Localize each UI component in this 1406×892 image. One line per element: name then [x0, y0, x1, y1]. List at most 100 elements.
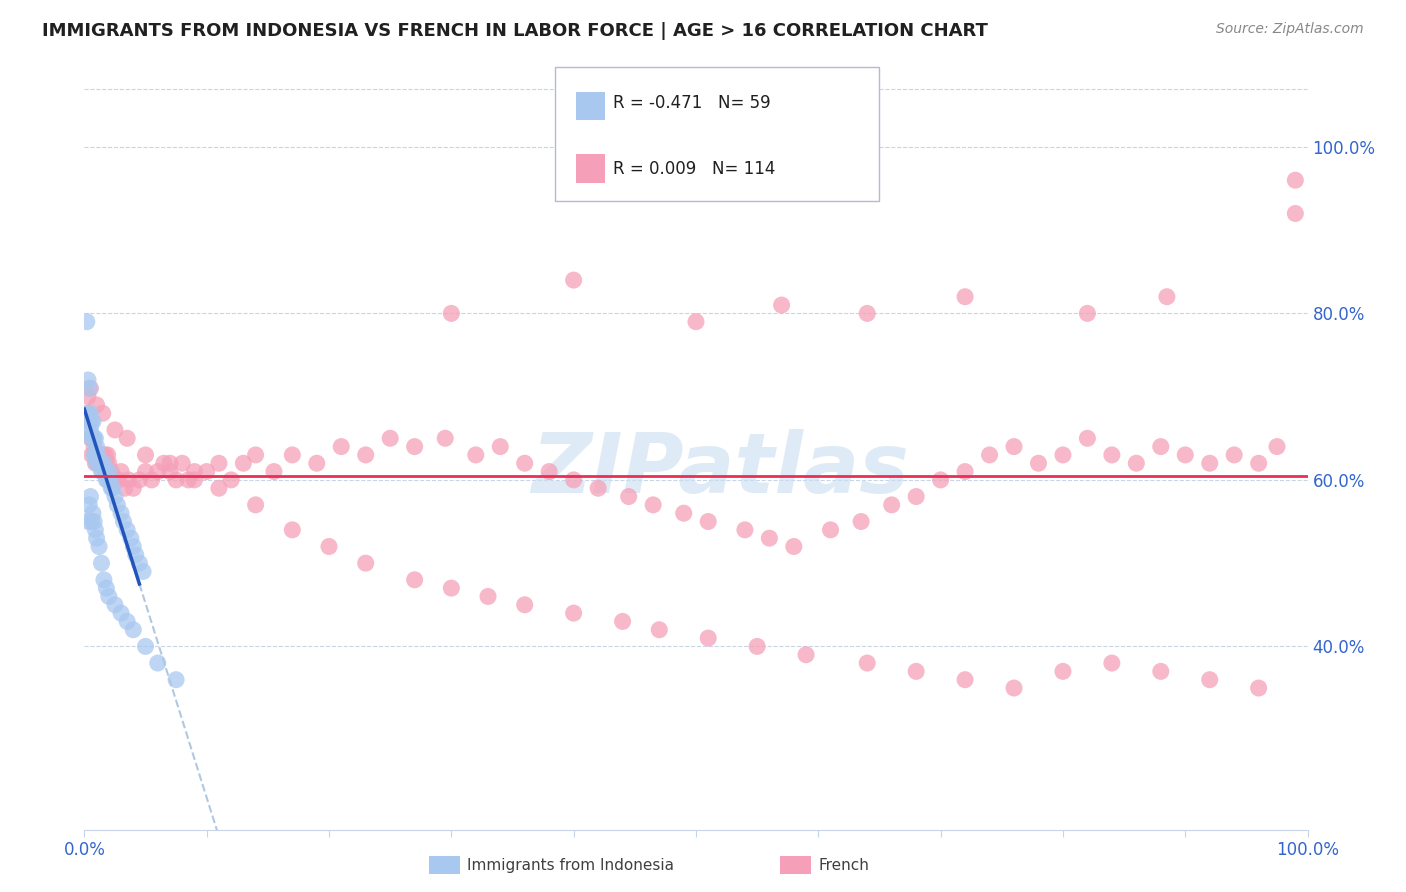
Point: [93, 456, 115, 470]
Point: [96, 581, 118, 595]
Point: [84, 448, 107, 462]
Point: [208, 481, 231, 495]
Point: [90, 465, 112, 479]
Point: [1052, 665, 1074, 679]
Point: [84, 523, 107, 537]
Text: French: French: [818, 858, 869, 872]
Point: [146, 465, 169, 479]
Point: [1265, 440, 1288, 454]
Point: [1156, 290, 1178, 304]
Point: [245, 448, 267, 462]
Point: [1247, 456, 1270, 470]
Point: [318, 540, 340, 554]
Point: [141, 473, 163, 487]
Point: [76, 406, 98, 420]
Point: [1125, 456, 1147, 470]
Point: [165, 473, 187, 487]
Point: [245, 498, 267, 512]
Point: [172, 456, 194, 470]
Point: [120, 531, 142, 545]
Point: [104, 473, 127, 487]
Point: [1174, 448, 1197, 462]
Point: [80, 431, 103, 445]
Point: [880, 498, 903, 512]
Point: [146, 656, 169, 670]
Point: [104, 423, 127, 437]
Point: [586, 481, 609, 495]
Point: [84, 431, 107, 445]
Point: [1198, 456, 1220, 470]
Point: [125, 548, 148, 562]
Point: [643, 498, 665, 512]
Point: [562, 606, 585, 620]
Point: [80, 515, 103, 529]
Point: [86, 531, 108, 545]
Point: [91, 465, 114, 479]
Point: [820, 523, 842, 537]
Point: [96, 456, 118, 470]
Point: [82, 431, 104, 445]
Point: [94, 448, 117, 462]
Point: [354, 556, 377, 570]
Point: [97, 465, 120, 479]
Point: [1101, 656, 1123, 670]
Point: [93, 573, 115, 587]
Point: [195, 465, 218, 479]
Point: [117, 473, 139, 487]
Point: [122, 540, 145, 554]
Point: [82, 415, 104, 429]
Point: [177, 473, 200, 487]
Point: [953, 290, 976, 304]
Point: [82, 506, 104, 520]
Point: [89, 456, 111, 470]
Point: [114, 481, 136, 495]
Point: [1002, 440, 1025, 454]
Point: [112, 515, 135, 529]
Point: [115, 615, 138, 629]
Point: [1150, 440, 1173, 454]
Point: [77, 381, 100, 395]
Point: [110, 606, 132, 620]
Point: [562, 473, 585, 487]
Text: ZIPatlas: ZIPatlas: [531, 429, 910, 510]
Point: [83, 515, 105, 529]
Point: [489, 440, 512, 454]
Point: [281, 448, 304, 462]
Point: [97, 456, 120, 470]
Point: [1028, 456, 1050, 470]
Point: [77, 423, 100, 437]
Point: [80, 448, 103, 462]
Point: [562, 273, 585, 287]
Point: [953, 465, 976, 479]
Point: [404, 440, 426, 454]
Point: [794, 648, 817, 662]
Point: [105, 498, 128, 512]
Point: [135, 640, 157, 654]
Point: [905, 490, 928, 504]
Point: [159, 456, 181, 470]
Point: [617, 490, 640, 504]
Point: [87, 456, 110, 470]
Point: [79, 406, 101, 420]
Point: [612, 615, 634, 629]
Point: [354, 448, 377, 462]
Text: R = 0.009   N= 114: R = 0.009 N= 114: [613, 161, 775, 178]
Text: Source: ZipAtlas.com: Source: ZipAtlas.com: [1216, 22, 1364, 37]
Point: [98, 473, 121, 487]
Point: [697, 631, 720, 645]
Point: [1284, 206, 1306, 220]
Point: [83, 431, 105, 445]
Point: [104, 598, 127, 612]
Point: [100, 465, 122, 479]
Point: [856, 306, 879, 320]
Point: [82, 431, 104, 445]
Point: [91, 448, 114, 462]
Point: [685, 315, 707, 329]
Point: [183, 473, 205, 487]
Point: [1284, 173, 1306, 187]
Point: [770, 298, 793, 312]
Point: [87, 540, 110, 554]
Point: [94, 465, 117, 479]
Point: [97, 448, 120, 462]
Point: [100, 481, 122, 495]
